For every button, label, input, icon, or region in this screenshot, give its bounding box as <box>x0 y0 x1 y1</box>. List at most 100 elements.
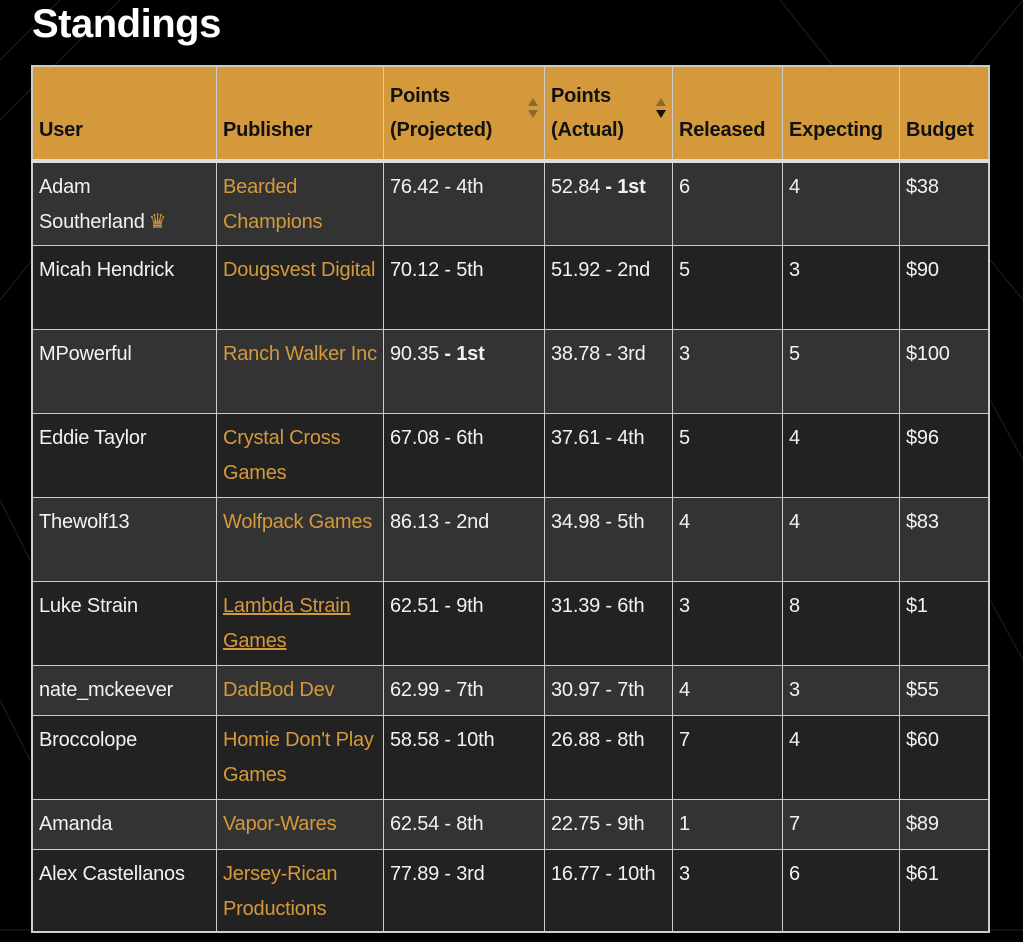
expecting-cell: 4 <box>782 412 900 498</box>
user-name: Thewolf13 <box>39 510 130 533</box>
released-cell: 3 <box>672 848 783 933</box>
released-cell: 1 <box>672 798 783 850</box>
points-actual-cell: 37.61 - 4th <box>544 412 673 498</box>
points-value: 62.51 <box>390 594 440 617</box>
header-label: Expecting <box>789 119 883 141</box>
budget-cell: $1 <box>899 580 990 666</box>
column-header-released[interactable]: Released <box>672 65 783 163</box>
rank: 7th <box>456 678 484 701</box>
released-cell: 3 <box>672 328 783 414</box>
points-value: 90.35 <box>390 342 440 365</box>
table-row: Micah Hendrick Dougsvest Digital 70.12 - 5… <box>31 244 990 330</box>
column-header-publisher[interactable]: Publisher <box>216 65 384 163</box>
sort-descending-icon[interactable] <box>655 97 667 119</box>
budget-cell: $60 <box>899 714 990 800</box>
expecting-cell: 4 <box>782 160 900 246</box>
publisher-cell: Crystal Cross Games <box>216 412 384 498</box>
publisher-cell: Vapor-Wares <box>216 798 384 850</box>
publisher-link[interactable]: Ranch Walker Inc <box>223 342 377 365</box>
rank: 1st <box>456 342 485 365</box>
publisher-link[interactable]: Lambda Strain Games <box>223 594 351 652</box>
column-header-user[interactable]: User <box>31 65 217 163</box>
rank: 8th <box>456 812 484 835</box>
points-actual-cell: 51.92 - 2nd <box>544 244 673 330</box>
points-projected-cell: 62.54 - 8th <box>383 798 545 850</box>
points-value: 76.42 <box>390 176 440 198</box>
crown-icon: ♛ <box>148 211 167 233</box>
table-row: Luke Strain Lambda Strain Games 62.51 - 9t… <box>31 580 990 666</box>
expecting-cell: 4 <box>782 714 900 800</box>
budget-cell: $83 <box>899 496 990 582</box>
rank: 5th <box>456 258 484 281</box>
points-actual-cell: 26.88 - 8th <box>544 714 673 800</box>
sort-both-icon[interactable] <box>527 97 539 119</box>
column-header-points-actual[interactable]: Points (Actual) <box>544 65 673 163</box>
points-actual-cell: 38.78 - 3rd <box>544 328 673 414</box>
points-projected-cell: 76.42 - 4th <box>383 160 545 246</box>
user-cell: Adam Southerland ♛ <box>31 160 217 246</box>
header-label: Budget <box>906 119 974 141</box>
budget-cell: $61 <box>899 848 990 933</box>
budget-cell: $55 <box>899 664 990 716</box>
publisher-link[interactable]: Bearded Champions <box>223 176 323 233</box>
expecting-cell: 4 <box>782 496 900 582</box>
header-label: (Projected) <box>390 119 493 141</box>
expecting-cell: 3 <box>782 664 900 716</box>
table-row: nate_mckeever DadBod Dev 62.99 - 7th 30.97 … <box>31 664 990 716</box>
publisher-cell: Wolfpack Games <box>216 496 384 582</box>
rank: 9th <box>456 594 484 617</box>
points-value: 37.61 <box>551 426 601 449</box>
rank: 10th <box>617 862 656 885</box>
column-header-budget[interactable]: Budget <box>899 65 990 163</box>
user-cell: Eddie Taylor <box>31 412 217 498</box>
expecting-cell: 5 <box>782 328 900 414</box>
publisher-link[interactable]: DadBod Dev <box>223 678 335 701</box>
points-projected-cell: 67.08 - 6th <box>383 412 545 498</box>
rank: 9th <box>617 812 645 835</box>
points-actual-cell: 22.75 - 9th <box>544 798 673 850</box>
rank: 2nd <box>456 510 490 533</box>
budget-cell: $90 <box>899 244 990 330</box>
user-name: Amanda <box>39 812 113 835</box>
header-label: Points <box>390 85 450 107</box>
table-header-row: User Publisher Points (Projected) Points… <box>31 65 990 163</box>
user-name: Eddie Taylor <box>39 426 147 449</box>
publisher-link[interactable]: Dougsvest Digital <box>223 258 376 281</box>
publisher-link[interactable]: Homie Don't Play Games <box>223 728 374 786</box>
header-label: (Actual) <box>551 119 624 141</box>
released-cell: 5 <box>672 412 783 498</box>
points-actual-cell: 30.97 - 7th <box>544 664 673 716</box>
points-projected-cell: 70.12 - 5th <box>383 244 545 330</box>
points-projected-cell: 77.89 - 3rd <box>383 848 545 933</box>
publisher-cell: Ranch Walker Inc <box>216 328 384 414</box>
publisher-cell: DadBod Dev <box>216 664 384 716</box>
user-name: Broccolope <box>39 728 138 751</box>
user-cell: Luke Strain <box>31 580 217 666</box>
user-name: Luke Strain <box>39 594 138 617</box>
rank: 6th <box>456 426 484 449</box>
user-cell: nate_mckeever <box>31 664 217 716</box>
publisher-link[interactable]: Vapor-Wares <box>223 812 337 835</box>
rank: 10th <box>456 728 495 751</box>
points-actual-cell: 31.39 - 6th <box>544 580 673 666</box>
points-value: 51.92 <box>551 258 601 281</box>
points-actual-cell: 52.84 - 1st <box>544 160 673 246</box>
rank: 3rd <box>617 342 646 365</box>
column-header-expecting[interactable]: Expecting <box>782 65 900 163</box>
standings-table: User Publisher Points (Projected) Points… <box>31 65 990 933</box>
points-projected-cell: 62.51 - 9th <box>383 580 545 666</box>
points-projected-cell: 58.58 - 10th <box>383 714 545 800</box>
rank: 5th <box>617 510 645 533</box>
publisher-link[interactable]: Jersey-Rican Productions <box>223 862 338 920</box>
points-actual-cell: 16.77 - 10th <box>544 848 673 933</box>
header-label: Publisher <box>223 119 313 141</box>
table-row: Adam Southerland ♛ Bearded Champions 76.42 … <box>31 160 990 246</box>
publisher-link[interactable]: Wolfpack Games <box>223 510 373 533</box>
publisher-link[interactable]: Crystal Cross Games <box>223 426 341 484</box>
user-cell: Alex Castellanos <box>31 848 217 933</box>
released-cell: 4 <box>672 496 783 582</box>
points-projected-cell: 90.35 - 1st <box>383 328 545 414</box>
points-value: 22.75 <box>551 812 601 835</box>
rank: 1st <box>617 176 646 198</box>
column-header-points-projected[interactable]: Points (Projected) <box>383 65 545 163</box>
